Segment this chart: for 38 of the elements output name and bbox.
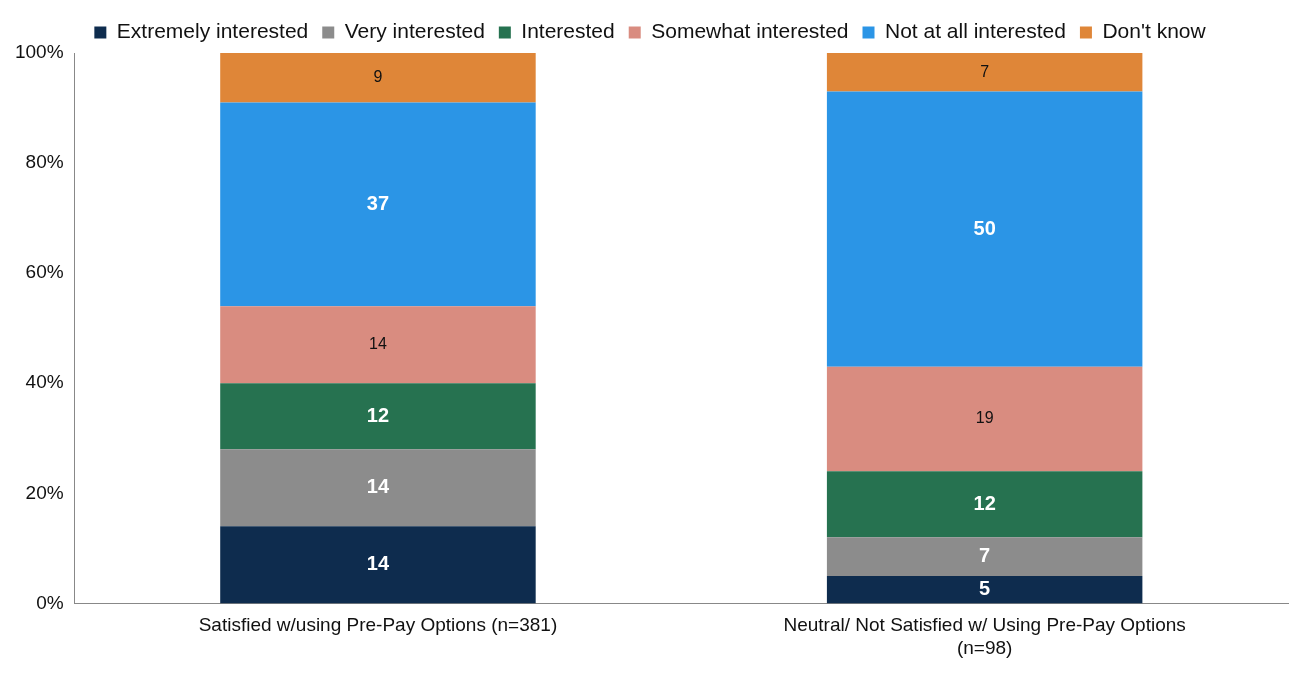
legend-label: Not at all interested: [885, 19, 1066, 43]
legend-label: Somewhat interested: [651, 19, 849, 43]
data-label: 9: [373, 68, 383, 86]
data-label: 19: [975, 409, 994, 427]
data-label: 7: [980, 62, 990, 80]
data-label: 5: [979, 577, 991, 600]
legend-label: Interested: [521, 19, 615, 43]
bar: [826, 575, 1143, 604]
x-tick-label: Satisfied w/using Pre-Pay Options (n=381): [198, 614, 558, 636]
bar: [220, 306, 536, 384]
legend-label: Don't know: [1102, 19, 1207, 43]
data-label: 12: [973, 491, 996, 514]
x-tick-label: Neutral/ Not Satisfied w/ Using Pre-Pay Options (n=98): [783, 614, 1186, 658]
bar: [826, 53, 1143, 92]
y-tick-label: 20%: [25, 481, 64, 503]
legend-label: Extremely interested: [116, 19, 309, 43]
data-label: 7: [979, 544, 991, 567]
bar: [826, 537, 1143, 576]
data-label: 50: [973, 216, 996, 239]
data-label: 12: [366, 403, 390, 426]
bar: [826, 471, 1143, 538]
bar: [220, 53, 536, 103]
data-label: 14: [369, 335, 387, 353]
y-tick-label: 100%: [14, 41, 64, 63]
y-tick-label: 80%: [25, 151, 64, 173]
y-tick-label: 60%: [25, 261, 64, 283]
data-label: 14: [366, 552, 390, 575]
bar: [220, 526, 536, 604]
bar: [826, 91, 1143, 367]
legend-label: Very interested: [344, 19, 485, 43]
data-label: 14: [366, 475, 390, 498]
y-tick-label: 40%: [25, 371, 64, 393]
y-tick-label: 0%: [36, 591, 64, 613]
bar: [220, 449, 536, 527]
bar: [220, 102, 536, 307]
bar: [220, 383, 536, 450]
bar: [826, 366, 1143, 472]
data-label: 37: [366, 191, 390, 214]
